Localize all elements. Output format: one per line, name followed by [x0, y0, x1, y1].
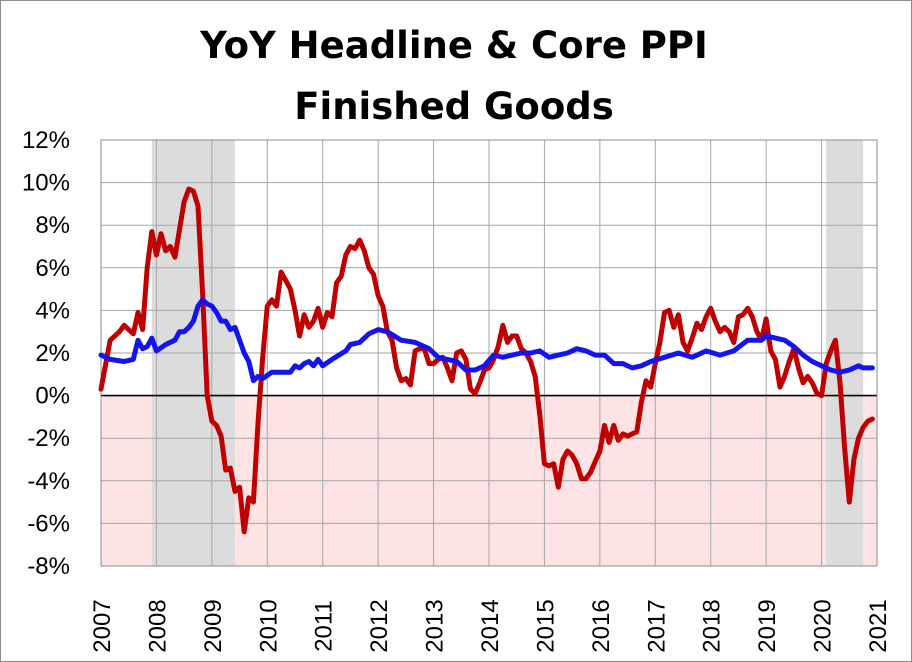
- x-tick-label: 2010: [255, 599, 282, 652]
- x-tick-label: 2017: [643, 599, 670, 652]
- y-tick-label: 0%: [35, 383, 70, 410]
- y-tick-label: 10%: [22, 170, 70, 197]
- y-tick-label: 6%: [35, 255, 70, 282]
- x-tick-label: 2008: [144, 599, 171, 652]
- y-tick-label: -8%: [27, 553, 70, 580]
- y-tick-label: 12%: [22, 127, 70, 154]
- plot-area: 12% 10% 8% 6% 4% 2% 0% -2% -4% -6% -8% 2007 2008 2009…: [22, 127, 892, 653]
- x-tick-label: 2007: [89, 599, 116, 652]
- x-tick-label: 2018: [699, 599, 726, 652]
- x-tick-label: 2020: [810, 599, 837, 652]
- y-tick-label: -6%: [27, 510, 70, 537]
- x-tick-label: 2014: [477, 599, 504, 652]
- y-tick-label: 4%: [35, 297, 70, 324]
- x-tick-label: 2015: [532, 599, 559, 652]
- y-tick-label: 2%: [35, 340, 70, 367]
- x-tick-label: 2013: [422, 599, 449, 652]
- y-tick-label: -2%: [27, 425, 70, 452]
- series-line-1: [98, 186, 875, 535]
- chart-title-line-1: YoY Headline & Core PPI: [199, 24, 708, 67]
- x-tick-label: 2009: [200, 599, 227, 652]
- chart-title-line-2: Finished Goods: [294, 85, 614, 128]
- x-tick-label: 2011: [311, 600, 338, 652]
- y-tick-label: -4%: [27, 468, 70, 495]
- series-line-2: [98, 297, 875, 384]
- x-tick-label: 2019: [754, 599, 781, 652]
- y-tick-label: 8%: [35, 212, 70, 239]
- x-tick-label: 2016: [588, 599, 615, 652]
- x-tick-label: 2021: [865, 599, 892, 652]
- x-tick-label: 2012: [366, 599, 393, 652]
